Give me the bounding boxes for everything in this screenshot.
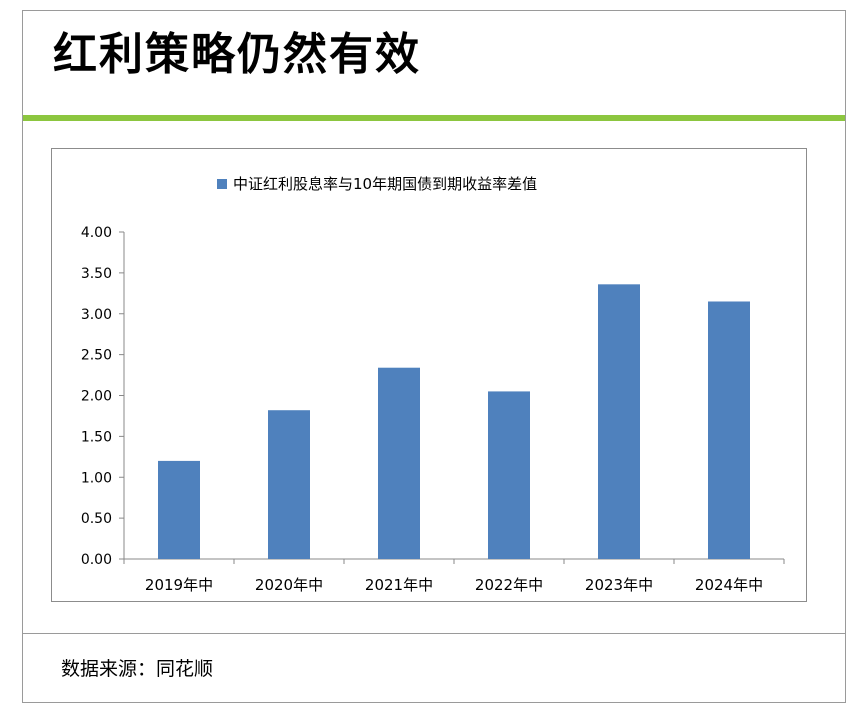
bar-5 (708, 301, 750, 559)
bar-3 (488, 391, 530, 559)
y-tick-label: 4.00 (81, 225, 112, 241)
y-tick-label: 3.50 (81, 266, 112, 282)
footer-divider (23, 633, 845, 634)
x-tick-label: 2021年中 (365, 576, 433, 594)
bar-2 (378, 367, 420, 559)
y-tick-label: 2.00 (81, 389, 112, 405)
source-note: 数据来源：同花顺 (61, 658, 214, 680)
bar-4 (598, 284, 640, 559)
chart-container: 中证红利股息率与10年期国债到期收益率差值 0.00 0.50 1.00 1.50 2.… (51, 148, 807, 602)
x-tick-label: 2020年中 (255, 576, 323, 594)
legend-label: 中证红利股息率与10年期国债到期收益率差值 (233, 175, 537, 193)
y-axis-ticks: 0.00 0.50 1.00 1.50 2.00 2.50 3.00 3.50 4.00 (81, 225, 124, 568)
y-tick-label: 0.00 (81, 552, 112, 568)
y-tick-label: 0.50 (81, 511, 112, 527)
bars (158, 284, 750, 559)
bar-chart: 中证红利股息率与10年期国债到期收益率差值 0.00 0.50 1.00 1.50 2.… (81, 175, 785, 594)
y-tick-label: 1.00 (81, 470, 112, 486)
x-tick-label: 2019年中 (145, 576, 213, 594)
page-title: 红利策略仍然有效 (53, 29, 421, 80)
chart-legend: 中证红利股息率与10年期国债到期收益率差值 (217, 175, 537, 193)
y-tick-label: 2.50 (81, 348, 112, 364)
y-tick-label: 1.50 (81, 429, 112, 445)
x-tick-label: 2023年中 (585, 576, 653, 594)
title-accent-bar (23, 115, 845, 121)
slide-frame: 红利策略仍然有效 中证红利股息率与10年期国债到期收益率差值 0.00 0.50 1… (22, 10, 846, 703)
x-tick-label: 2024年中 (695, 576, 763, 594)
legend-swatch (217, 179, 227, 189)
x-axis-labels: 2019年中 2020年中 2021年中 2022年中 2023年中 2024年中 (145, 576, 763, 594)
x-tick-label: 2022年中 (475, 576, 543, 594)
y-tick-label: 3.00 (81, 307, 112, 323)
chart-axes (123, 232, 785, 564)
bar-0 (158, 460, 200, 559)
bar-1 (268, 410, 310, 559)
